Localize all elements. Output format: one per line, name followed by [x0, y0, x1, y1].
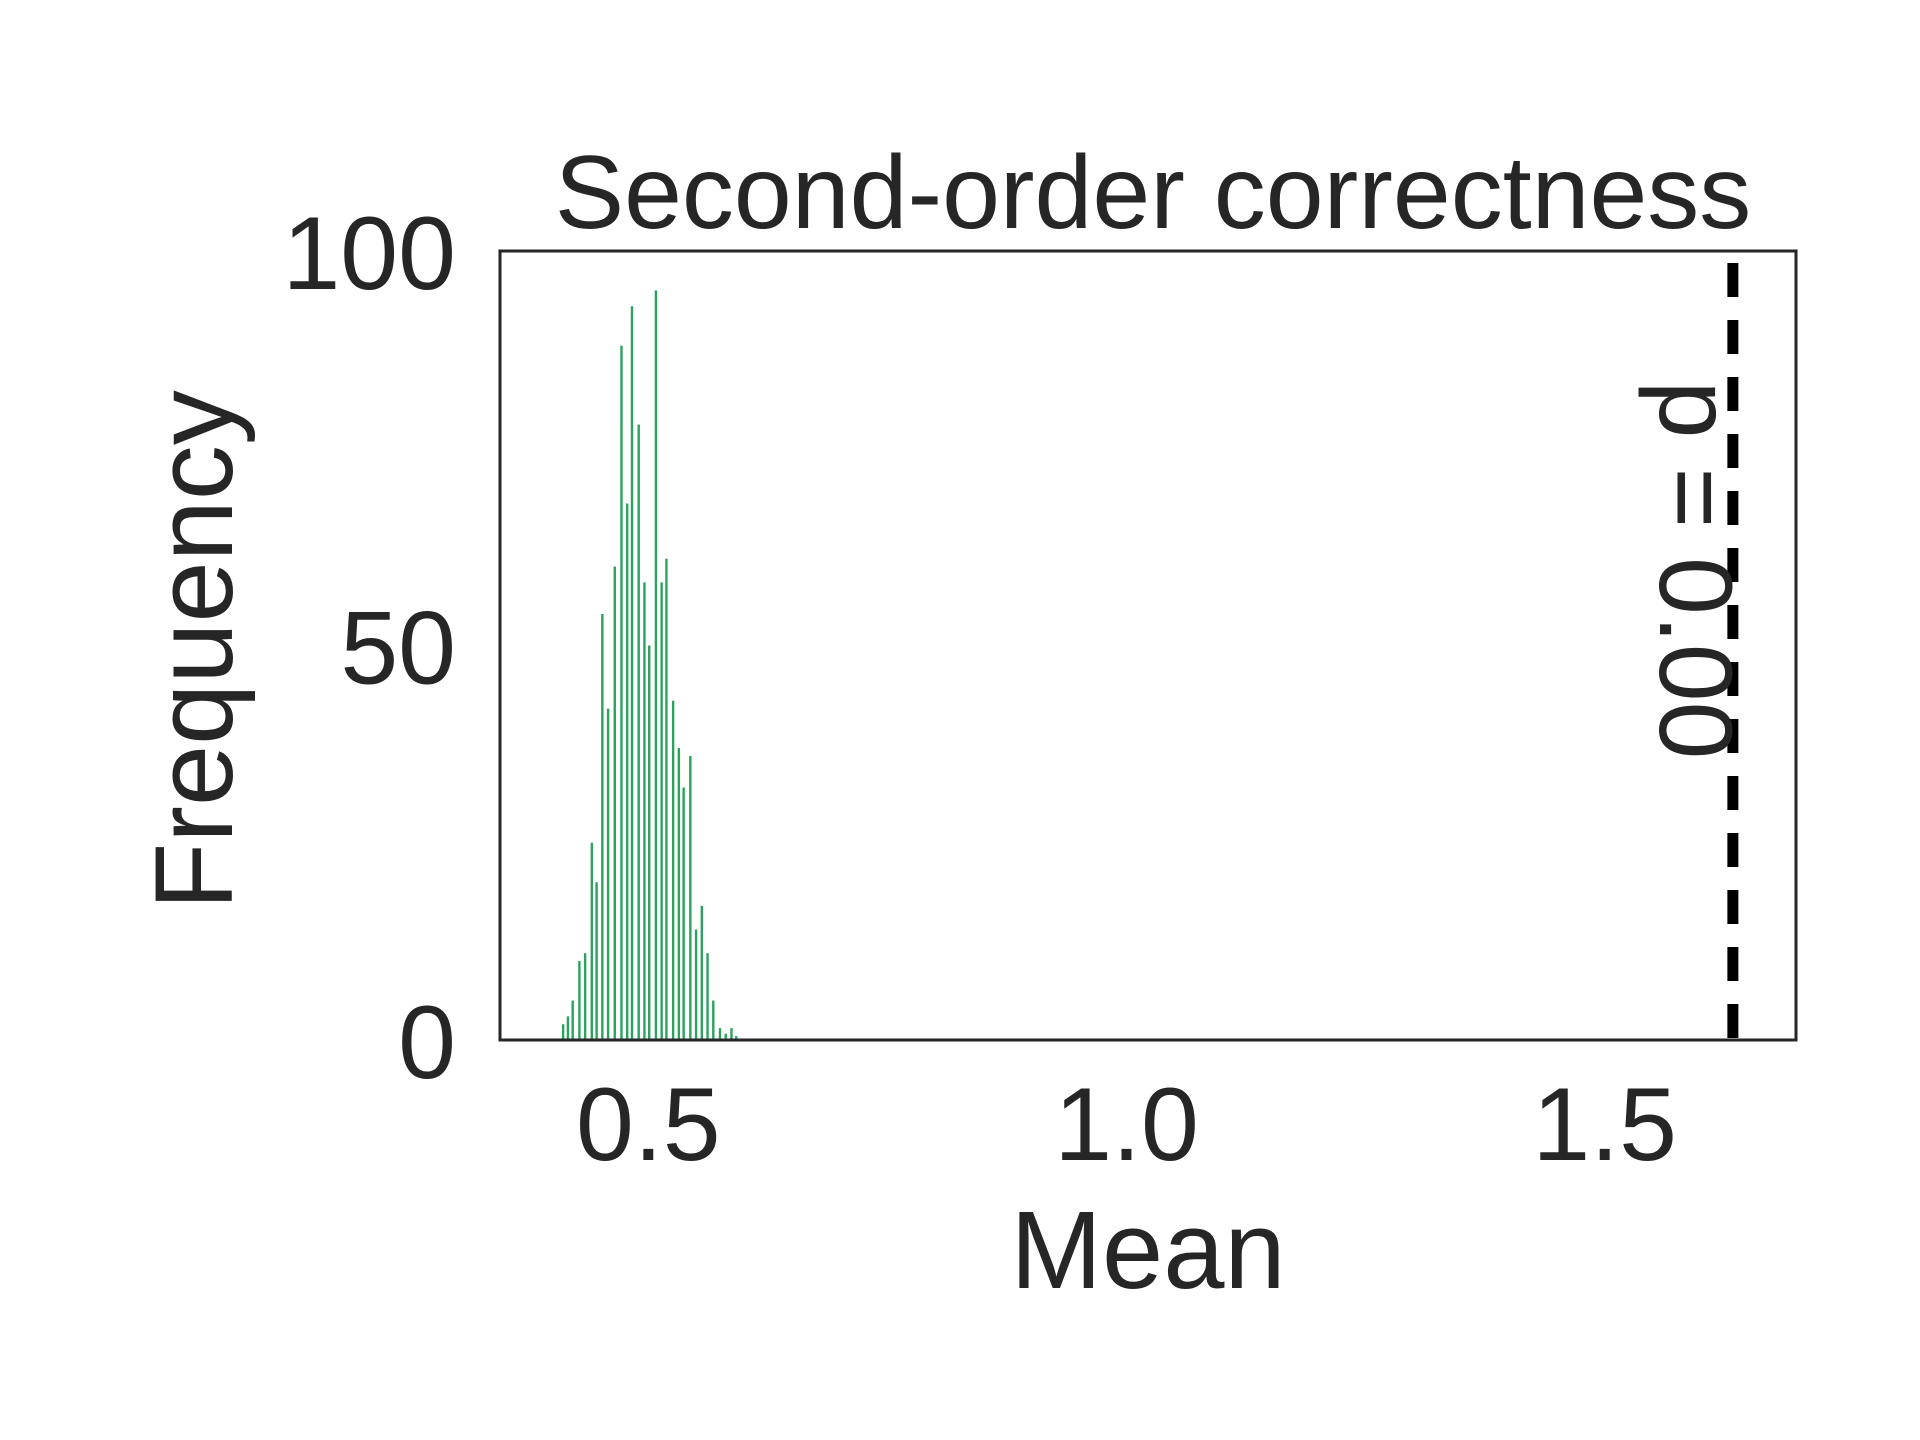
histogram-bar-16	[654, 290, 658, 1040]
threshold-line-group: p = 0.00	[1637, 263, 1753, 1040]
histogram-bar-8	[606, 708, 610, 1040]
histogram-bar-27	[718, 1028, 722, 1040]
histogram-bar-21	[682, 787, 685, 1040]
y-tick-label-1: 50	[340, 591, 456, 707]
histogram-bar-25	[706, 953, 709, 1040]
histogram-bar-18	[665, 558, 668, 1040]
histogram-bar-29	[730, 1028, 733, 1040]
x-axis-label: Mean	[1010, 1189, 1285, 1312]
histogram-bar-14	[643, 582, 646, 1040]
histogram-bar-30	[735, 1036, 738, 1040]
y-axis-label: Frequency	[133, 390, 256, 910]
y-tick-label-0: 0	[398, 985, 456, 1101]
histogram-bar-3	[578, 961, 581, 1040]
histogram-bar-10	[620, 345, 623, 1040]
histogram-bar-22	[689, 755, 692, 1040]
x-tick-labels: 0.5 1.0 1.5	[576, 1067, 1677, 1183]
y-tick-label-2: 100	[282, 196, 456, 312]
histogram-bar-28	[724, 1033, 727, 1040]
histogram-bar-7	[601, 613, 604, 1040]
histogram-bar-5	[590, 842, 594, 1040]
histogram-bar-13	[637, 424, 640, 1041]
histogram-bar-19	[671, 700, 675, 1040]
y-tick-labels: 0 50 100	[282, 196, 456, 1101]
histogram-bar-17	[660, 582, 663, 1040]
histogram-bar-26	[712, 1000, 715, 1040]
histogram-bar-12	[630, 306, 634, 1041]
histogram-bar-6	[595, 882, 598, 1040]
histogram-bar-20	[677, 748, 681, 1040]
histogram-bar-23	[694, 929, 698, 1040]
x-tick-label-0: 0.5	[576, 1067, 721, 1183]
plot-frame	[498, 249, 1798, 1042]
histogram-bar-15	[648, 645, 651, 1040]
chart-title: Second-order correctness	[555, 135, 1752, 251]
p-value-label: p = 0.00	[1637, 381, 1753, 760]
x-tick-label-1: 1.0	[1054, 1067, 1199, 1183]
histogram-bars	[561, 290, 738, 1041]
x-tick-label-2: 1.5	[1532, 1067, 1677, 1183]
histogram-bar-9	[613, 566, 616, 1040]
histogram-bar-4	[583, 953, 587, 1040]
histogram-bar-24	[700, 905, 704, 1040]
histogram-bar-2	[571, 1000, 574, 1040]
histogram-bar-11	[626, 503, 629, 1041]
histogram-bar-1	[566, 1016, 570, 1040]
histogram-bar-0	[561, 1024, 565, 1040]
